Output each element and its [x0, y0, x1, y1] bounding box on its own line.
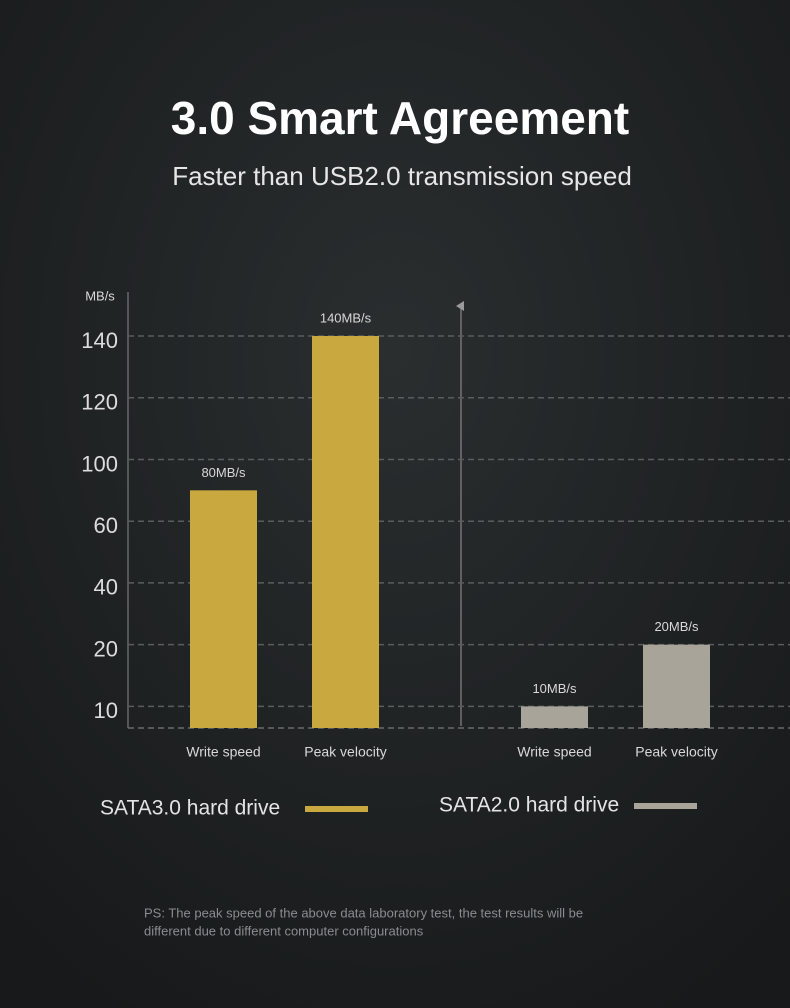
y-tick-label: 20 — [94, 636, 118, 661]
value-label: 80MB/s — [201, 465, 246, 480]
note-line: different due to different computer conf… — [144, 923, 424, 938]
chart-title: 3.0 Smart Agreement — [171, 92, 629, 144]
bar — [521, 706, 588, 728]
y-axis-label: MB/s — [85, 288, 115, 303]
y-tick-label: 140 — [81, 328, 118, 353]
bar — [190, 490, 257, 728]
y-tick-label: 10 — [94, 698, 118, 723]
value-label: 140MB/s — [320, 310, 372, 325]
y-tick-label: 60 — [94, 513, 118, 538]
y-tick-label: 40 — [94, 575, 118, 600]
legend-swatch — [305, 806, 368, 812]
note-line: PS: The peak speed of the above data lab… — [144, 905, 583, 920]
legend-label: SATA3.0 hard drive — [100, 797, 280, 820]
x-tick-label: Write speed — [186, 744, 260, 760]
legend-label: SATA2.0 hard drive — [439, 794, 619, 817]
y-tick-label: 100 — [81, 451, 118, 476]
x-tick-label: Peak velocity — [635, 744, 717, 760]
x-tick-label: Write speed — [517, 744, 591, 760]
value-label: 20MB/s — [654, 619, 699, 634]
y-tick-label: 120 — [81, 390, 118, 415]
bar — [643, 644, 710, 728]
legend-swatch — [634, 803, 697, 809]
x-tick-label: Peak velocity — [304, 744, 386, 760]
chart-subtitle: Faster than USB2.0 transmission speed — [172, 161, 632, 191]
value-label: 10MB/s — [532, 681, 577, 696]
bar — [312, 336, 379, 728]
